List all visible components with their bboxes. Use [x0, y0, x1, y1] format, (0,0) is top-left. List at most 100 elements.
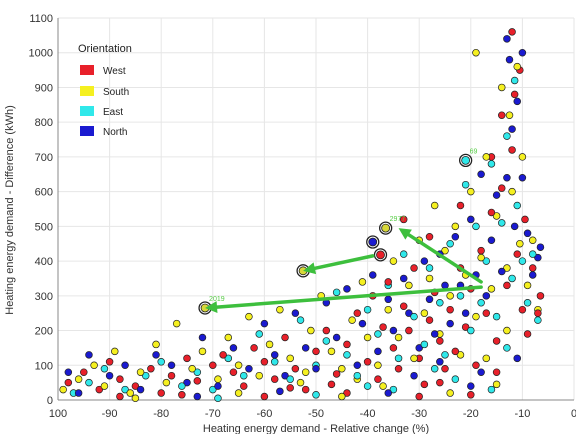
- point-west: [363, 358, 372, 366]
- highlight-point: [376, 250, 385, 260]
- point-east: [487, 160, 496, 168]
- point-south: [523, 281, 532, 290]
- point-east: [510, 76, 519, 85]
- point-south: [90, 361, 98, 370]
- point-east: [425, 264, 434, 272]
- point-south: [516, 239, 524, 248]
- point-west: [131, 382, 140, 390]
- point-west: [270, 375, 279, 383]
- point-north: [503, 173, 511, 182]
- point-south: [487, 285, 496, 293]
- point-north: [384, 295, 392, 304]
- highlight-label: 69: [470, 148, 478, 155]
- point-east: [240, 371, 248, 380]
- point-south: [100, 382, 109, 390]
- point-west: [250, 344, 258, 352]
- point-west: [260, 392, 269, 401]
- point-north: [389, 326, 398, 335]
- point-west: [425, 233, 434, 241]
- point-south: [214, 375, 222, 383]
- highlight-point: [461, 155, 471, 165]
- point-north: [193, 392, 202, 401]
- point-south: [152, 340, 160, 349]
- point-east: [85, 378, 93, 387]
- point-north: [281, 371, 289, 380]
- point-west: [534, 309, 542, 317]
- point-south: [255, 371, 263, 380]
- point-east: [436, 299, 444, 307]
- point-east: [461, 180, 470, 189]
- point-east: [472, 222, 480, 231]
- point-north: [260, 319, 269, 328]
- point-east: [312, 391, 320, 399]
- point-east: [503, 344, 511, 352]
- point-north: [477, 368, 485, 376]
- point-east: [394, 354, 403, 363]
- highlighted-points: 2019 2977 69: [198, 148, 478, 315]
- y-tick-label: 900: [35, 82, 53, 94]
- point-east: [534, 316, 542, 324]
- point-south: [276, 305, 284, 314]
- point-south: [482, 354, 491, 363]
- point-north: [64, 368, 73, 376]
- annotation-arrows: [205, 228, 483, 314]
- point-south: [126, 389, 134, 397]
- point-west: [451, 347, 460, 356]
- point-south: [477, 253, 485, 262]
- point-south: [286, 354, 294, 363]
- legend-swatch-south: [80, 86, 94, 96]
- point-west: [482, 309, 491, 317]
- point-south: [348, 316, 356, 324]
- point-south: [528, 236, 537, 245]
- y-tick-label: 300: [35, 291, 53, 303]
- point-north: [369, 271, 377, 279]
- y-tick-label: 800: [35, 117, 53, 129]
- point-south: [131, 394, 140, 403]
- point-west: [498, 184, 506, 192]
- point-north: [214, 382, 222, 390]
- point-east: [482, 257, 491, 265]
- point-west: [353, 309, 362, 317]
- point-west: [508, 146, 516, 154]
- point-south: [467, 187, 475, 196]
- point-east: [528, 250, 537, 258]
- point-west: [374, 375, 382, 383]
- point-west: [410, 264, 418, 272]
- point-north: [487, 236, 496, 245]
- point-south: [446, 389, 454, 397]
- point-south: [307, 326, 315, 335]
- point-north: [420, 257, 429, 265]
- point-north: [415, 344, 423, 352]
- point-south: [389, 257, 398, 265]
- point-east: [399, 250, 408, 258]
- point-east: [467, 326, 475, 335]
- point-east: [141, 371, 150, 380]
- legend-title: Orientation: [78, 43, 132, 55]
- point-north: [399, 274, 408, 283]
- point-north: [312, 364, 320, 373]
- point-south: [172, 319, 181, 328]
- point-west: [420, 380, 429, 389]
- point-east: [178, 382, 186, 390]
- point-west: [513, 250, 521, 258]
- arrow-head: [303, 262, 317, 275]
- point-south: [358, 278, 367, 286]
- x-tick-label: -80: [153, 408, 169, 420]
- point-west: [286, 384, 294, 392]
- point-north: [85, 351, 93, 359]
- y-tick-label: 1000: [29, 48, 53, 60]
- point-west: [528, 264, 537, 272]
- point-south: [338, 392, 346, 401]
- legend-label-east: East: [103, 107, 123, 118]
- point-west: [301, 385, 310, 394]
- point-east: [157, 358, 165, 366]
- point-east: [286, 375, 294, 383]
- point-west: [281, 333, 289, 342]
- point-south: [456, 351, 465, 359]
- point-north: [498, 267, 506, 276]
- point-west: [116, 392, 124, 401]
- point-north: [291, 309, 300, 317]
- point-west: [95, 385, 104, 394]
- point-west: [467, 391, 475, 399]
- arrow-shaft: [313, 254, 375, 271]
